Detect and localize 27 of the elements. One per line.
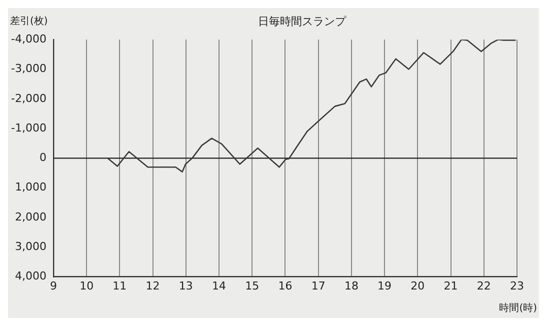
x-tick-label: 14 — [212, 279, 226, 292]
chart-title: 日毎時間スランプ — [258, 14, 346, 29]
y-tick-label: -3,000 — [10, 62, 46, 76]
x-tick-label: 19 — [378, 279, 392, 292]
y-tick-label: -4,000 — [10, 32, 46, 46]
y-tick-label: -2,000 — [10, 92, 46, 105]
y-tick-label: 2,000 — [14, 210, 46, 224]
x-tick-label: 17 — [311, 279, 326, 292]
x-axis-title: 時間(時) — [499, 302, 537, 315]
x-tick-label: 22 — [476, 279, 491, 292]
x-tick-label: 15 — [245, 279, 260, 292]
x-tick-label: 21 — [444, 279, 458, 292]
y-tick-label: 0 — [39, 151, 46, 164]
y-tick-label: 1,000 — [14, 180, 46, 194]
x-tick-label: 10 — [80, 279, 94, 292]
x-tick-label: 12 — [146, 279, 160, 292]
x-tick-label: 11 — [112, 279, 127, 292]
x-tick-label: 20 — [410, 279, 425, 292]
y-tick-label: 3,000 — [14, 240, 46, 254]
y-tick-label: 4,000 — [14, 270, 46, 283]
x-tick-label: 9 — [50, 279, 57, 292]
x-tick-label: 16 — [278, 279, 292, 292]
x-tick-label: 23 — [510, 279, 524, 292]
x-tick-label: 13 — [178, 279, 193, 292]
x-tick-label: 18 — [344, 279, 358, 292]
y-tick-label: -1,000 — [10, 121, 46, 134]
y-axis-title: 差引(枚) — [10, 14, 48, 28]
